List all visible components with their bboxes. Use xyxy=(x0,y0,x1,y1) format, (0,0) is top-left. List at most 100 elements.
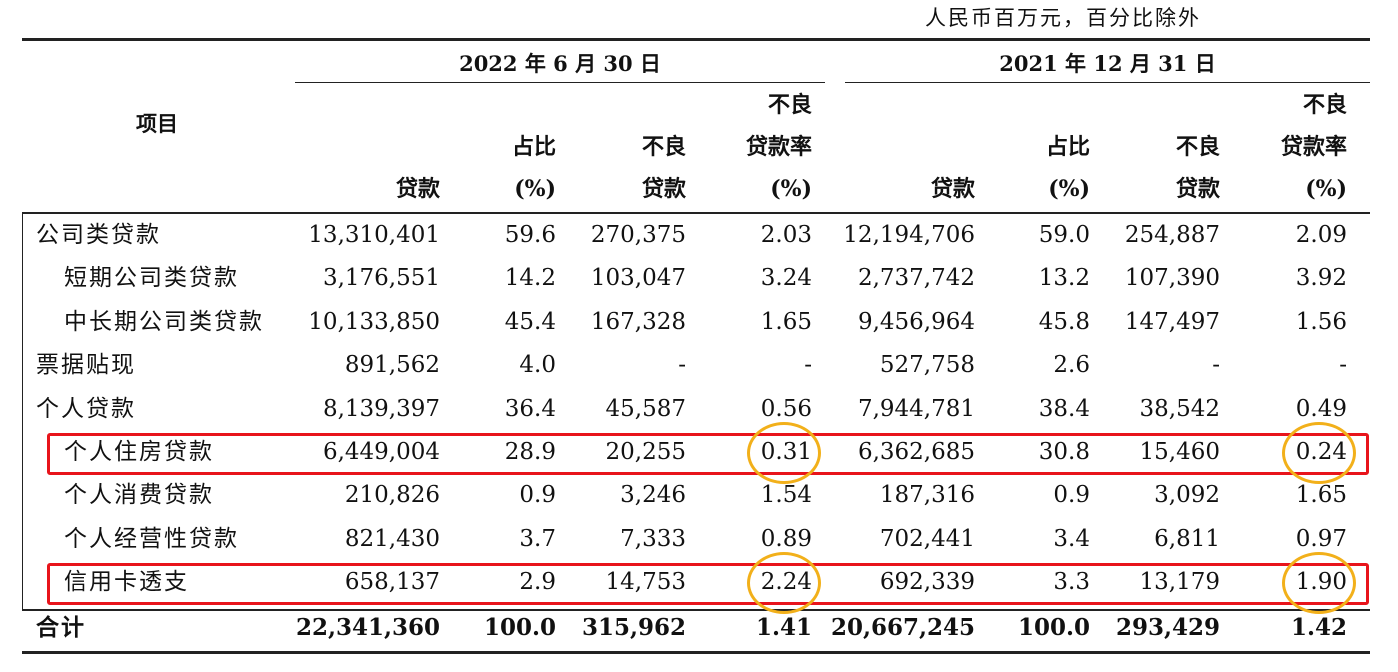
cell-2021-npl-ratio: 1.42 xyxy=(1290,613,1347,641)
cell-2022-npl: 315,962 xyxy=(581,613,686,641)
cell-2021-share: 2.6 xyxy=(1053,352,1090,379)
table-row: 个人消费贷款 210,826 0.9 3,246 1.54 187,316 0.9 3,092… xyxy=(22,474,1370,517)
cell-2021-npl: 13,179 xyxy=(1139,569,1220,596)
top-rule xyxy=(22,38,1370,41)
cell-2022-loan: 891,562 xyxy=(344,352,440,379)
cell-2021-npl-ratio: 2.09 xyxy=(1295,222,1347,248)
cell-2022-loan: 22,341,360 xyxy=(295,613,440,641)
cell-2021-npl: 6,811 xyxy=(1154,525,1220,552)
table-row: 票据贴现 891,562 4.0 - - 527,758 2.6 - - xyxy=(22,344,1370,387)
row-label: 票据贴现 xyxy=(36,352,136,379)
col-header-2021-npl-ratio-line1: 不良 xyxy=(1302,92,1347,118)
cell-2021-loan: 20,667,245 xyxy=(830,613,975,641)
cell-2021-loan: 692,339 xyxy=(879,569,975,596)
cell-2021-share: 3.3 xyxy=(1053,569,1090,596)
cell-2021-npl-ratio: 0.49 xyxy=(1295,395,1347,422)
cell-2022-npl: 20,255 xyxy=(605,439,686,465)
period-2021: 2021 年 12 月 31 日 xyxy=(999,51,1216,76)
cell-2022-npl: 7,333 xyxy=(620,525,686,552)
cell-2021-share: 30.8 xyxy=(1038,439,1090,465)
table-total-row: 合计 22,341,360 100.0 315,962 1.41 20,667,245 10… xyxy=(22,606,1370,649)
highlight-box xyxy=(47,433,1369,475)
cell-2021-npl: 254,887 xyxy=(1124,222,1220,248)
left-rule xyxy=(22,212,23,609)
cell-2022-loan: 8,139,397 xyxy=(322,395,440,422)
cell-2021-loan: 527,758 xyxy=(879,352,975,379)
cell-2021-npl: 15,460 xyxy=(1139,439,1220,465)
cell-2021-loan: 9,456,964 xyxy=(857,308,975,335)
cell-2022-loan: 10,133,850 xyxy=(308,308,440,335)
cell-2021-loan: 702,441 xyxy=(879,525,975,552)
table-row: 个人经营性贷款 821,430 3.7 7,333 0.89 702,441 3.4 6,81… xyxy=(22,518,1370,561)
cell-2021-share: 45.8 xyxy=(1038,308,1090,335)
cell-2022-npl: 270,375 xyxy=(590,222,686,248)
cell-2021-share: 13.2 xyxy=(1038,265,1090,292)
cell-2021-loan: 2,737,742 xyxy=(857,265,975,292)
cell-2022-share: 0.9 xyxy=(519,482,556,509)
cell-2021-npl-ratio: 3.92 xyxy=(1295,265,1347,292)
cell-2022-npl-ratio: 2.03 xyxy=(760,222,812,248)
cell-2021-npl: - xyxy=(1212,352,1220,379)
total-rule xyxy=(22,609,1370,611)
cell-2022-share: 28.9 xyxy=(504,439,556,465)
cell-2022-npl-ratio: 1.54 xyxy=(760,482,812,509)
col-header-2021-npl-ratio-line2: 贷款率 xyxy=(1280,134,1347,160)
cell-2021-share: 38.4 xyxy=(1038,395,1090,422)
item-column-header: 项目 xyxy=(136,111,178,136)
row-label: 个人经营性贷款 xyxy=(64,525,239,552)
col-header-2022-npl-ratio-line3: (%) xyxy=(770,176,812,202)
cell-2022-npl-ratio: - xyxy=(804,352,812,379)
cell-2022-npl-ratio: 1.41 xyxy=(755,613,812,641)
cell-2021-share: 100.0 xyxy=(1017,613,1090,641)
col-header-2021-share-line2: (%) xyxy=(1048,176,1090,202)
bottom-rule xyxy=(22,651,1370,654)
row-label: 短期公司类贷款 xyxy=(64,265,239,292)
cell-2021-loan: 12,194,706 xyxy=(843,222,975,248)
col-header-2022-npl-line1: 不良 xyxy=(641,134,686,160)
cell-2022-share: 36.4 xyxy=(504,395,556,422)
row-label: 个人贷款 xyxy=(36,395,136,422)
cell-2021-share: 3.4 xyxy=(1053,525,1090,552)
cell-2021-share: 0.9 xyxy=(1053,482,1090,509)
cell-2022-loan: 658,137 xyxy=(344,569,440,596)
highlight-circle xyxy=(747,422,821,484)
cell-2021-share: 59.0 xyxy=(1038,222,1090,248)
cell-2021-npl-ratio: 1.65 xyxy=(1295,482,1347,509)
cell-2022-npl: - xyxy=(678,352,686,379)
col-header-2021-share-line1: 占比 xyxy=(1045,134,1090,160)
period-rule-2021 xyxy=(845,82,1370,83)
highlight-box xyxy=(47,563,1369,606)
cell-2022-loan: 13,310,401 xyxy=(308,222,440,248)
cell-2021-loan: 187,316 xyxy=(879,482,975,509)
cell-2022-share: 14.2 xyxy=(504,265,556,292)
cell-2022-loan: 6,449,004 xyxy=(322,439,440,465)
cell-2022-npl-ratio: 3.24 xyxy=(760,265,812,292)
cell-2021-npl-ratio: - xyxy=(1339,352,1347,379)
col-header-2022-npl-ratio-line1: 不良 xyxy=(767,92,812,118)
row-label: 信用卡透支 xyxy=(64,569,189,596)
table-row: 中长期公司类贷款 10,133,850 45.4 167,328 1.65 9,456,9… xyxy=(22,301,1370,344)
cell-2021-npl: 3,092 xyxy=(1154,482,1220,509)
cell-2022-npl-ratio: 0.89 xyxy=(760,525,812,552)
cell-2022-npl: 3,246 xyxy=(620,482,686,509)
table-row: 个人贷款 8,139,397 36.4 45,587 0.56 7,944,781 38.4… xyxy=(22,388,1370,431)
cell-2022-npl-ratio: 0.56 xyxy=(760,395,812,422)
cell-2022-npl: 167,328 xyxy=(590,308,686,335)
header-rule xyxy=(22,212,1370,214)
cell-2021-npl: 293,429 xyxy=(1115,613,1220,641)
unit-note: 人民币百万元，百分比除外 xyxy=(925,6,1201,30)
cell-2021-npl: 107,390 xyxy=(1124,265,1220,292)
col-header-2022-loan-line1: 贷款 xyxy=(395,176,440,202)
cell-2022-share: 45.4 xyxy=(504,308,556,335)
period-2022: 2022 年 6 月 30 日 xyxy=(459,51,661,76)
col-header-2021-npl-line2: 贷款 xyxy=(1175,176,1220,202)
cell-2022-share: 59.6 xyxy=(504,222,556,248)
table-row: 公司类贷款 13,310,401 59.6 270,375 2.03 12,194,706… xyxy=(22,214,1370,257)
cell-2022-npl: 14,753 xyxy=(605,569,686,596)
cell-2022-share: 4.0 xyxy=(519,352,556,379)
cell-2021-loan: 6,362,685 xyxy=(857,439,975,465)
cell-2021-npl-ratio: 0.97 xyxy=(1295,525,1347,552)
col-header-2022-npl-ratio-line2: 贷款率 xyxy=(745,134,812,160)
cell-2022-npl: 45,587 xyxy=(605,395,686,422)
cell-2021-loan: 7,944,781 xyxy=(857,395,975,422)
